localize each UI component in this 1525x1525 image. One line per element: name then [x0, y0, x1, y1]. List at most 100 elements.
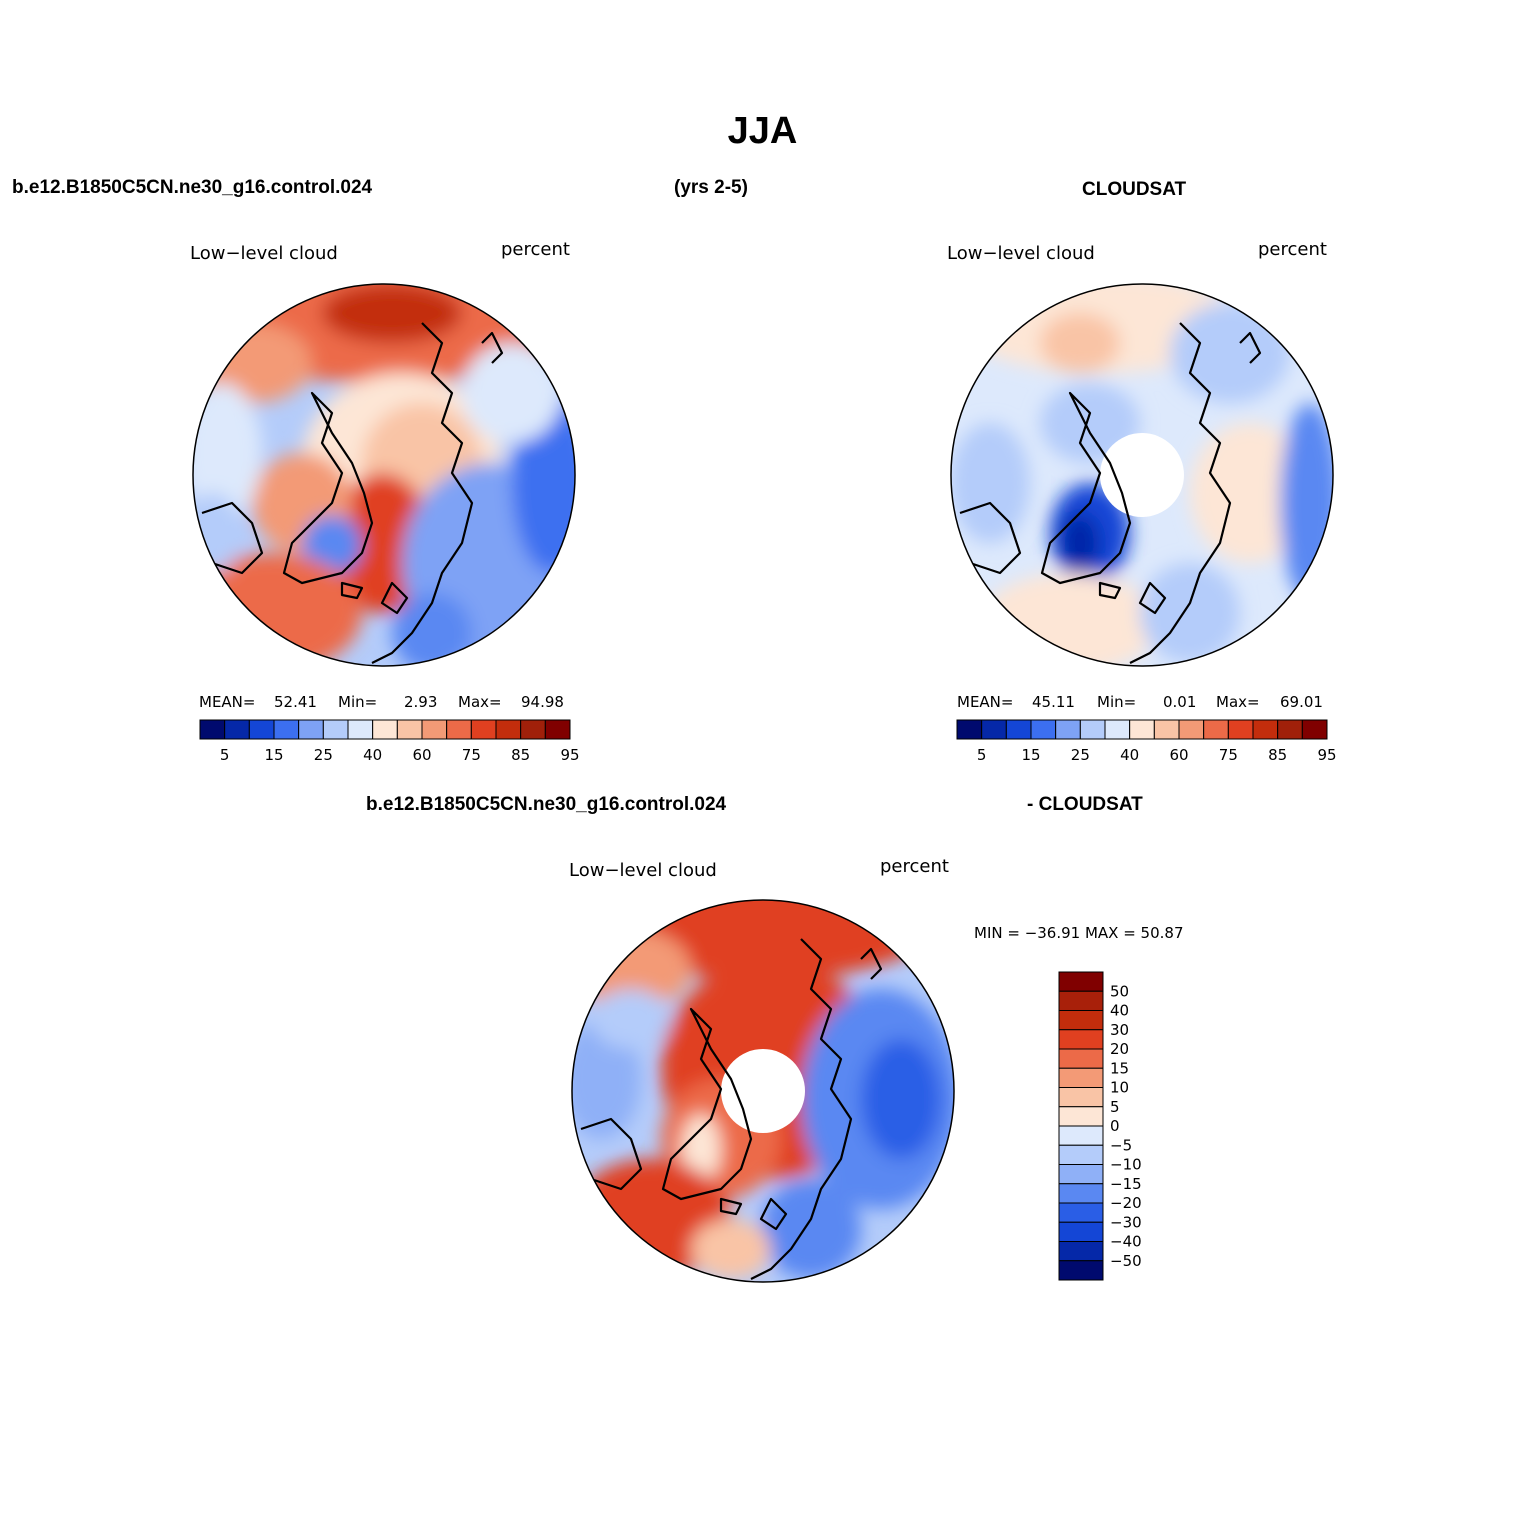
model-colorbar-swatch [495, 719, 522, 740]
diff-polar-map [571, 899, 955, 1283]
diff-colorbar-swatch [1058, 1010, 1104, 1031]
model-min-value: 2.93 [404, 693, 438, 711]
obs-colorbar-swatch [956, 719, 983, 740]
diff-colorbar-tick-label: 5 [1110, 1098, 1120, 1116]
obs-colorbar-tick-label: 25 [1071, 746, 1090, 764]
obs-colorbar-tick-label: 60 [1169, 746, 1188, 764]
obs-colorbar-swatch [1277, 719, 1303, 740]
diff-colorbar-swatch [1058, 971, 1104, 992]
obs-min-value: 0.01 [1163, 693, 1197, 711]
model-colorbar-swatch [273, 719, 300, 740]
diff-colorbar-swatch [1058, 1106, 1104, 1127]
model-mean-label: MEAN= [199, 693, 256, 711]
diff-case-label: b.e12.B1850C5CN.ne30_g16.control.024 [366, 794, 727, 815]
model-colorbar-swatch [446, 719, 472, 740]
model-colorbar-swatch [199, 719, 226, 740]
model-colorbar-swatch [421, 719, 448, 740]
model-colorbar-swatch [470, 719, 497, 740]
diff-colorbar-tick-label: −20 [1110, 1194, 1142, 1212]
figure-title: JJA [727, 110, 798, 152]
model-colorbar-tick-label: 15 [264, 746, 283, 764]
diff-colorbar-tick-label: 20 [1110, 1040, 1129, 1058]
model-colorbar-swatch [298, 719, 324, 740]
model-max-value: 94.98 [521, 693, 564, 711]
model-colorbar-tick-label: 75 [462, 746, 481, 764]
obs-max-label: Max= [1216, 693, 1260, 711]
diff-colorbar-swatch [1058, 1202, 1104, 1223]
obs-colorbar-tick-label: 95 [1317, 746, 1336, 764]
model-colorbar: 5 15 25 40 60 75 85 95 [199, 719, 580, 764]
model-colorbar-swatch [347, 719, 374, 740]
obs-colorbar-tick-label: 75 [1219, 746, 1238, 764]
obs-name-label: CLOUDSAT [1082, 179, 1187, 200]
diff-colorbar-tick-label: −50 [1110, 1252, 1142, 1270]
diff-colorbar-swatch [1058, 1125, 1104, 1146]
obs-min-label: Min= [1097, 693, 1137, 711]
obs-variable-label: Low−level cloud [947, 243, 1095, 264]
obs-colorbar-swatch [1104, 719, 1131, 740]
obs-colorbar-swatch [1030, 719, 1057, 740]
obs-colorbar-swatch [1227, 719, 1254, 740]
model-colorbar-tick-label: 85 [511, 746, 530, 764]
model-units-label: percent [501, 239, 570, 260]
diff-colorbar-tick-label: −10 [1110, 1156, 1142, 1174]
case-name-label: b.e12.B1850C5CN.ne30_g16.control.024 [12, 177, 373, 198]
diff-colorbar-swatch [1058, 1221, 1104, 1242]
model-colorbar-tick-label: 5 [220, 746, 230, 764]
obs-colorbar-tick-label: 40 [1120, 746, 1139, 764]
model-colorbar-swatch [520, 719, 546, 740]
diff-colorbar-swatch [1058, 1164, 1104, 1185]
diff-colorbar-tick-label: 10 [1110, 1079, 1129, 1097]
diff-minmax-label: MIN = −36.91 MAX = 50.87 [974, 924, 1184, 942]
obs-colorbar-swatch [1005, 719, 1032, 740]
diff-colorbar-tick-label: 40 [1110, 1002, 1129, 1020]
diff-colorbar-tick-label: −40 [1110, 1233, 1142, 1251]
obs-colorbar-swatch [1252, 719, 1279, 740]
obs-colorbar-swatch [1079, 719, 1106, 740]
diff-colorbar-swatch [1058, 1048, 1104, 1069]
model-min-label: Min= [338, 693, 378, 711]
obs-mean-value: 45.11 [1032, 693, 1075, 711]
model-colorbar-swatch [396, 719, 423, 740]
diff-colorbar-tick-label: −30 [1110, 1213, 1142, 1231]
model-variable-label: Low−level cloud [190, 243, 338, 264]
diff-colorbar-tick-label: 15 [1110, 1059, 1129, 1077]
diff-colorbar-swatch [1058, 1029, 1104, 1050]
model-colorbar-swatch [322, 719, 349, 740]
diff-colorbar-swatch [1058, 1241, 1104, 1262]
obs-colorbar-swatch [1203, 719, 1229, 740]
diff-variable-label: Low−level cloud [569, 860, 717, 881]
diff-colorbar-swatch [1058, 1144, 1104, 1165]
diff-colorbar-tick-label: −15 [1110, 1175, 1142, 1193]
diff-colorbar-tick-label: 0 [1110, 1117, 1120, 1135]
obs-colorbar-swatch [1153, 719, 1180, 740]
diff-colorbar-tick-label: 50 [1110, 982, 1129, 1000]
obs-max-value: 69.01 [1280, 693, 1323, 711]
obs-colorbar-swatch [1129, 719, 1155, 740]
obs-colorbar-tick-label: 85 [1268, 746, 1287, 764]
model-colorbar-swatch [224, 719, 250, 740]
diff-colorbar-tick-label: −5 [1110, 1136, 1132, 1154]
obs-colorbar-swatch [1055, 719, 1081, 740]
obs-polar-map [950, 283, 1334, 667]
model-colorbar-tick-label: 40 [363, 746, 382, 764]
diff-colorbar-swatch [1058, 1067, 1104, 1088]
model-colorbar-swatch [248, 719, 275, 740]
obs-units-label: percent [1258, 239, 1327, 260]
diff-obs-label: - CLOUDSAT [1027, 794, 1143, 815]
model-colorbar-tick-label: 25 [314, 746, 333, 764]
model-colorbar-swatch [372, 719, 398, 740]
diff-units-label: percent [880, 856, 949, 877]
diff-colorbar-swatch [1058, 1087, 1104, 1108]
obs-colorbar-swatch [1178, 719, 1205, 740]
obs-mean-label: MEAN= [957, 693, 1014, 711]
obs-colorbar-swatch [1301, 719, 1328, 740]
model-colorbar-tick-label: 95 [560, 746, 579, 764]
model-max-label: Max= [458, 693, 502, 711]
model-polar-map [192, 283, 576, 667]
obs-colorbar: 5 15 25 40 60 75 85 95 [956, 719, 1337, 764]
diff-colorbar-swatch [1058, 1260, 1104, 1281]
years-label: (yrs 2-5) [674, 177, 748, 198]
model-colorbar-tick-label: 60 [412, 746, 431, 764]
model-colorbar-swatch [544, 719, 571, 740]
